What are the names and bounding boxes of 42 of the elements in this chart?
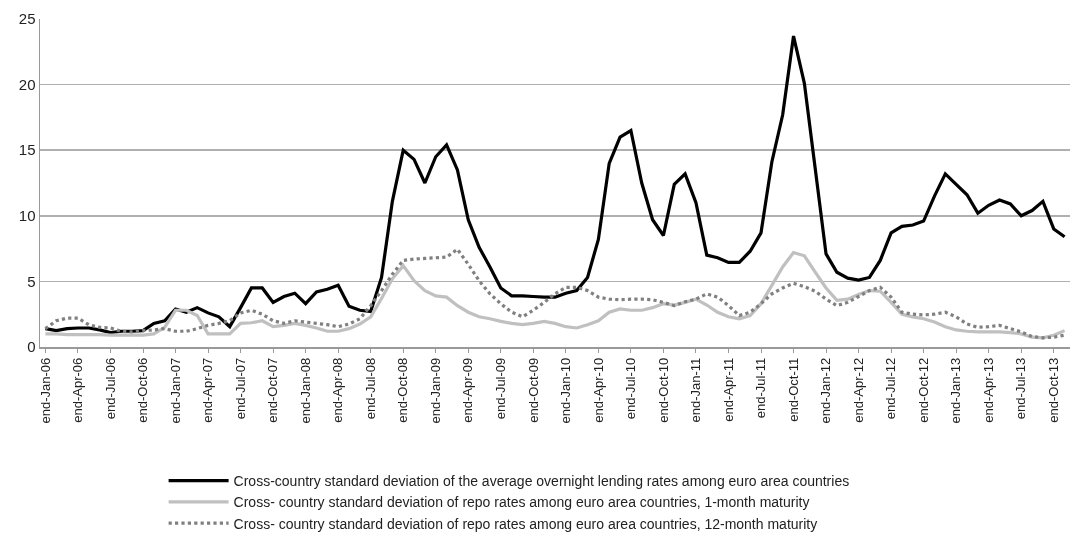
x-tick-label: end-Oct-08: [395, 357, 411, 423]
x-tick-label: end-Jul-10: [623, 357, 639, 420]
x-tick-label: end-Apr-12: [850, 357, 866, 423]
x-tick-label: end-Oct-07: [265, 357, 281, 423]
x-tick-label: end-Jan-11: [688, 357, 704, 423]
x-tick-label: end-Apr-08: [330, 357, 346, 423]
x-tick-label: end-Jul-11: [753, 357, 769, 419]
x-tick-label: end-Oct-11: [785, 357, 801, 422]
x-tick-label: end-Jan-12: [818, 357, 834, 424]
x-tick-label: end-Jan-10: [558, 357, 574, 424]
x-tick-label: end-Jan-09: [427, 357, 443, 424]
x-tick-label: end-Apr-10: [590, 357, 606, 423]
x-tick-label: end-Oct-10: [655, 357, 671, 423]
x-tick-label: end-Apr-13: [980, 357, 996, 423]
x-tick-label: end-Apr-11: [720, 357, 736, 422]
legend-label: Cross-country standard deviation of the average overnight lending rates among euro area countries: [233, 473, 850, 490]
x-tick-label: end-Jan-13: [948, 357, 964, 424]
x-tick-label: end-Apr-09: [460, 357, 476, 423]
y-tick-label: 20: [18, 75, 36, 93]
x-tick-label: end-Jul-09: [493, 357, 509, 420]
x-tick-label: end-Jul-08: [362, 357, 378, 420]
y-tick-label: 10: [18, 207, 36, 225]
y-tick-label: 25: [18, 10, 36, 28]
x-tick-label: end-Oct-06: [135, 357, 151, 423]
y-tick-label: 15: [18, 141, 36, 159]
x-tick-label: end-Jul-06: [102, 357, 118, 420]
x-tick-label: end-Oct-12: [915, 357, 931, 423]
legend-label: Cross- country standard deviation of repo rates among euro area countries, 1-month maturity: [233, 494, 810, 511]
y-tick-label: 5: [27, 272, 36, 290]
x-tick-label: end-Apr-07: [200, 357, 216, 423]
x-tick-label: end-Jul-13: [1013, 357, 1029, 420]
x-tick-label: end-Jul-07: [232, 357, 248, 420]
x-tick-label: end-Apr-06: [70, 357, 86, 423]
y-tick-label: 0: [27, 338, 36, 356]
x-tick-label: end-Jul-12: [883, 357, 899, 420]
x-tick-label: end-Jan-08: [297, 357, 313, 424]
legend-label: Cross- country standard deviation of repo rates among euro area countries, 12-month maturity: [233, 515, 818, 532]
x-tick-label: end-Oct-09: [525, 357, 541, 423]
line-series: [43, 34, 1067, 335]
x-tick-label: end-Oct-13: [1045, 357, 1061, 423]
x-tick-label: end-Jan-06: [37, 357, 53, 424]
x-tick-label: end-Jan-07: [167, 357, 183, 424]
